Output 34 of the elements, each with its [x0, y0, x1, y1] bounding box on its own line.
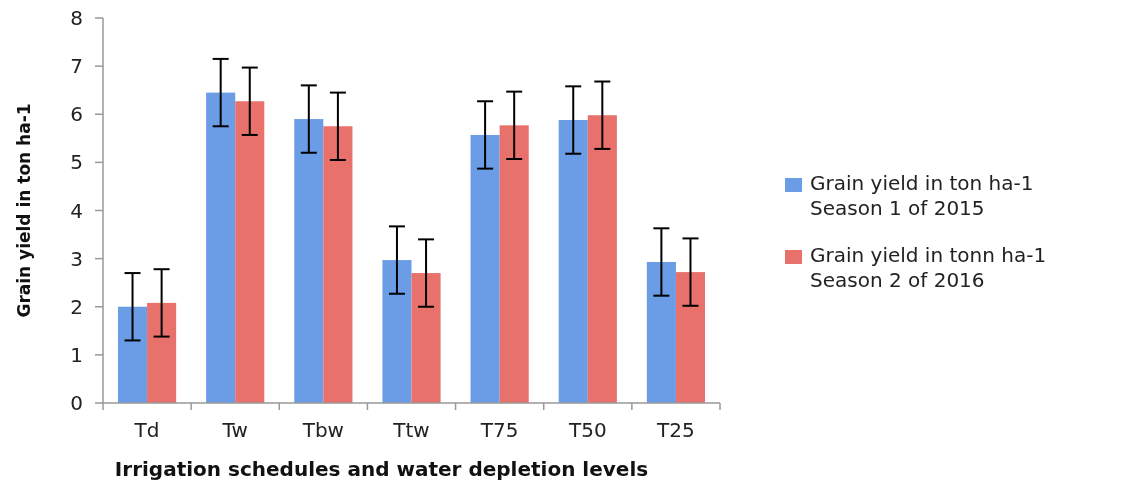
y-tick-label: 6	[70, 102, 83, 127]
legend-label: Grain yield in ton ha-1 Season 1 of 2015	[810, 171, 1034, 220]
legend-label: Grain yield in tonn ha-1 Season 2 of 2016	[810, 243, 1047, 292]
bar	[470, 134, 500, 403]
y-axis-title: Grain yield in ton ha-1	[14, 103, 34, 318]
y-tick-label: 1	[70, 342, 83, 367]
x-axis-title: Irrigation schedules and water depletion levels	[114, 457, 649, 481]
x-tick-label: Tw	[221, 418, 248, 442]
x-tick-label: Td	[133, 418, 160, 442]
bar	[117, 306, 148, 403]
bar	[147, 302, 177, 403]
y-tick-label: 3	[70, 246, 83, 271]
bar	[411, 273, 441, 403]
y-tick-label: 8	[70, 6, 83, 30]
bar	[558, 120, 588, 403]
bar	[675, 272, 706, 403]
bar	[382, 260, 412, 403]
y-tick-label: 4	[70, 198, 83, 223]
bar	[499, 125, 529, 403]
y-tick-label: 2	[70, 294, 83, 319]
y-tick-label: 5	[70, 150, 83, 175]
bar	[646, 261, 676, 403]
bar	[235, 101, 265, 403]
x-tick-label: Tbw	[301, 418, 344, 442]
y-tick-label: 7	[70, 54, 83, 79]
bar	[294, 119, 324, 403]
x-tick-label: T75	[479, 418, 519, 442]
bar	[206, 92, 236, 403]
y-tick-label: 0	[70, 391, 83, 415]
x-tick-label: T25	[656, 418, 695, 442]
x-tick-label: T50	[567, 418, 607, 442]
x-tick-label: Ttw	[392, 418, 430, 442]
bar	[323, 126, 353, 403]
bar	[587, 115, 617, 403]
